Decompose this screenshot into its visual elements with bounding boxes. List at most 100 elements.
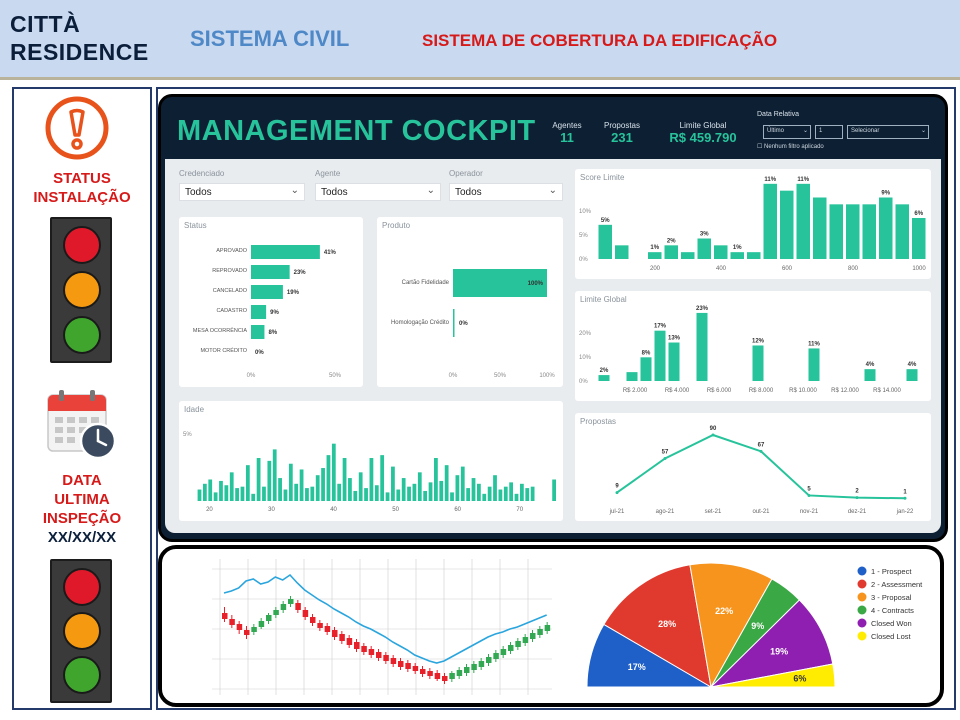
idade-bar <box>272 449 277 501</box>
produto-card-title: Produto <box>382 221 411 230</box>
traffic-light-red-lamp <box>63 226 101 264</box>
brand-title: CITTÀ RESIDENCE <box>10 10 180 66</box>
score-bar <box>615 245 629 259</box>
status-data-label: 19% <box>287 290 300 296</box>
relative-date-checkbox-label: Nenhum filtro aplicado <box>764 144 824 150</box>
limite-x-tick: R$ 4.000 <box>665 388 690 394</box>
idade-bar <box>251 493 256 501</box>
idade-bar <box>278 478 282 501</box>
candle-body <box>266 615 272 621</box>
filter-operador-select[interactable]: Todos ⌄ <box>449 183 563 201</box>
score-bar <box>780 190 794 259</box>
status-bar-chart: APROVADO 41% REPROVADO 23% CANCELADO 19% CADAS… <box>193 245 342 379</box>
candle-body <box>244 630 250 635</box>
status-label: STATUS INSTALAÇÃO <box>14 169 150 207</box>
relative-date-unit-select[interactable]: Selecionar ⌄ <box>847 125 929 139</box>
idade-bar <box>466 488 471 501</box>
status-category-label: REPROVADO <box>212 268 247 274</box>
idade-y-tick: 5% <box>183 432 192 438</box>
candle-body <box>339 634 345 641</box>
idade-bar <box>401 478 406 501</box>
inspection-label-line-1: DATA <box>62 472 102 489</box>
idade-bar <box>358 472 363 501</box>
filter-value: Todos <box>321 187 348 198</box>
score-limite-card-title: Score Limite <box>580 173 625 182</box>
score-bar <box>763 183 777 259</box>
candle-body <box>258 621 265 627</box>
produto-data-label: 0% <box>459 321 468 327</box>
limite-data-label: 13% <box>668 336 681 342</box>
cockpit-content: Credenciado Todos ⌄ Agente Todos ⌄ Operado… <box>165 159 941 533</box>
limite-data-label: 2% <box>600 368 609 374</box>
warning-icon <box>45 96 109 160</box>
traffic-light-orange-lamp <box>63 271 101 309</box>
status-bar <box>251 265 290 279</box>
kpi-label: Limite Global <box>679 121 727 130</box>
score-bar <box>598 224 612 259</box>
filter-label-agente: Agente <box>315 169 341 178</box>
candle-body <box>368 649 375 655</box>
candle-body <box>295 603 301 610</box>
produto-data-label: 100% <box>528 281 544 287</box>
sales-pipeline-pie-chart: 17% 28% 22% 9% 19% 6% <box>586 562 836 689</box>
produto-x-tick: 50% <box>494 373 507 379</box>
candle-body <box>434 673 441 679</box>
score-bar <box>796 183 810 259</box>
legend-label: Closed Won <box>871 619 912 628</box>
candle-body <box>317 623 323 628</box>
relative-date-number-input[interactable]: 1 <box>815 125 843 139</box>
candle-body <box>471 664 477 670</box>
score-y-tick: 5% <box>579 233 588 239</box>
candle-body <box>302 610 309 617</box>
idade-x-tick: 40 <box>330 507 337 513</box>
candle-body <box>405 663 411 669</box>
candle-body <box>229 619 235 625</box>
filter-agente-select[interactable]: Todos ⌄ <box>315 183 441 201</box>
idade-bar <box>321 468 325 501</box>
legend-swatch <box>857 605 867 615</box>
score-bar <box>813 197 827 259</box>
score-y-tick: 10% <box>579 209 592 215</box>
filter-label-credenciado: Credenciado <box>179 169 225 178</box>
relative-date-mode-select[interactable]: Último ⌄ <box>763 125 811 139</box>
propostas-point <box>807 493 811 497</box>
pie-slice <box>710 663 836 688</box>
candle-body <box>383 655 389 661</box>
score-x-tick: 1000 <box>912 266 926 272</box>
filter-credenciado-select[interactable]: Todos ⌄ <box>179 183 305 201</box>
legend-swatch <box>857 592 867 602</box>
idade-bar <box>423 490 428 501</box>
relative-date-label: Data Relativa <box>757 111 800 118</box>
propostas-point <box>615 491 619 495</box>
brand-line-2: RESIDENCE <box>10 39 149 65</box>
idade-bar <box>256 458 261 501</box>
pie-data-label: 22% <box>715 606 733 616</box>
legend-swatch <box>857 618 867 628</box>
status-card: Status APROVADO 41% REPROVADO 23% CANCELADO 1… <box>179 217 363 387</box>
score-bar <box>730 252 744 259</box>
candle-body <box>273 610 279 615</box>
limite-bar <box>626 372 638 381</box>
candle-body <box>390 658 397 664</box>
candle-body <box>530 633 536 639</box>
relative-date-checkbox[interactable]: ☐ Nenhum filtro aplicado <box>757 143 824 150</box>
score-x-tick: 400 <box>716 266 727 272</box>
legend-label: 2 - Assessment <box>871 580 923 589</box>
limite-y-tick: 10% <box>579 355 592 361</box>
idade-bar <box>369 458 374 501</box>
score-bar <box>648 252 662 259</box>
idade-bar <box>498 489 503 501</box>
legend-label: Closed Lost <box>871 632 912 641</box>
limite-bar <box>906 369 918 381</box>
limite-y-tick: 0% <box>579 379 588 385</box>
chevron-down-icon: ⌄ <box>802 128 808 134</box>
pie-data-label: 19% <box>770 646 788 656</box>
candle-trend-line <box>223 573 547 664</box>
idade-bar <box>208 479 213 501</box>
score-bar <box>681 252 695 259</box>
score-y-tick: 0% <box>579 257 588 263</box>
idade-bar <box>374 485 379 501</box>
candle-body <box>346 638 353 645</box>
idade-x-tick: 60 <box>454 507 461 513</box>
kpi-propostas: Propostas 231 <box>599 121 645 145</box>
